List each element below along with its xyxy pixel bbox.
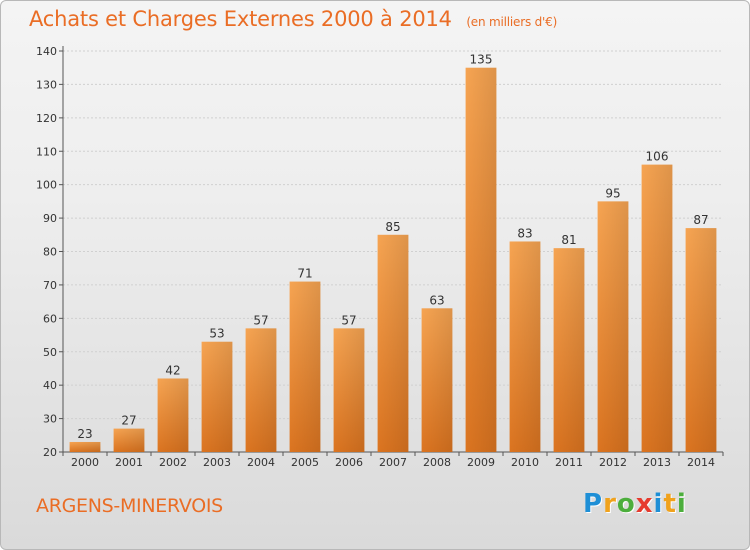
bar-shade-2011 [553,248,585,452]
logo-letter: P [583,489,604,519]
logo-letter: i [653,489,664,519]
bar-shade-2000 [69,441,101,452]
value-label-2005: 71 [297,267,312,281]
logo-letter: x [635,489,654,519]
chart-title-text: Achats et Charges Externes 2000 à 2014 [29,7,452,31]
x-tick-label-2006: 2006 [335,456,363,469]
x-tick-label-2001: 2001 [115,456,143,469]
chart-subtitle: (en milliers d'€) [466,15,558,29]
y-tick-label: 110 [36,145,57,158]
value-label-2010: 83 [517,226,532,240]
y-tick-label: 90 [43,212,57,225]
value-label-2011: 81 [561,233,576,247]
x-tick-label-2003: 2003 [203,456,231,469]
x-tick-label-2009: 2009 [467,456,495,469]
bar-shade-2007 [377,234,409,452]
value-label-2001: 27 [121,414,136,428]
value-label-2014: 87 [693,213,708,227]
bars [69,67,717,452]
x-tick-label-2011: 2011 [555,456,583,469]
y-tick-label: 140 [36,45,57,58]
x-tick-labels: 2000 2001 2002 2003 2004 2005 2006 2007 2008 2009… [71,456,715,469]
bar-shade-2009 [465,67,497,452]
y-tick-label: 30 [43,413,57,426]
y-tick-labels: 20 30 40 50 60 70 80 90 100 110 120 130 140 [36,45,57,459]
logo-letter: i [676,489,687,519]
bar-shade-2006 [333,328,365,452]
chart-title: Achats et Charges Externes 2000 à 2014 (… [29,7,557,31]
y-tick-label: 130 [36,78,57,91]
value-label-2009: 135 [470,53,493,67]
value-label-2002: 42 [165,363,180,377]
x-tick-label-2012: 2012 [599,456,627,469]
bar-shade-2013 [641,164,673,452]
commune-name: ARGENS-MINERVOIS [36,495,223,517]
proxiti-logo: Proxiti [583,489,687,519]
bar-shade-2001 [113,428,145,452]
logo-letter: r [603,489,617,519]
value-label-2000: 23 [77,427,92,441]
value-label-2008: 63 [429,293,444,307]
value-label-2003: 53 [209,327,224,341]
y-tick-label: 40 [43,379,57,392]
bar-shade-2003 [201,341,233,452]
y-tick-label: 70 [43,279,57,292]
logo-letter: t [663,489,677,519]
bar-shade-2012 [597,201,629,452]
x-tick-label-2004: 2004 [247,456,275,469]
bar-shade-2008 [421,308,453,452]
y-tick-label: 80 [43,246,57,259]
value-label-2004: 57 [253,313,268,327]
x-tick-label-2010: 2010 [511,456,539,469]
x-tick-label-2007: 2007 [379,456,407,469]
y-tick-label: 50 [43,346,57,359]
y-tick-label: 60 [43,312,57,325]
bar-shade-2014 [685,228,717,452]
bar-shade-2010 [509,241,541,452]
y-tick-label: 100 [36,179,57,192]
bar-shade-2002 [157,378,189,452]
x-tick-label-2014: 2014 [687,456,715,469]
x-tick-label-2000: 2000 [71,456,99,469]
logo-letter: o [616,489,636,519]
x-tick-label-2013: 2013 [643,456,671,469]
bar-shade-2005 [289,281,321,452]
y-tick-label: 20 [43,446,57,459]
value-labels: 23 27 42 53 57 71 57 85 63 135 83 81 95 106 87 [77,53,708,441]
x-tick-label-2008: 2008 [423,456,451,469]
bar-shade-2004 [245,328,277,452]
value-label-2013: 106 [646,150,669,164]
y-tick-label: 120 [36,112,57,125]
x-tick-label-2002: 2002 [159,456,187,469]
value-label-2006: 57 [341,313,356,327]
value-label-2012: 95 [605,186,620,200]
value-label-2007: 85 [385,220,400,234]
x-tick-label-2005: 2005 [291,456,319,469]
